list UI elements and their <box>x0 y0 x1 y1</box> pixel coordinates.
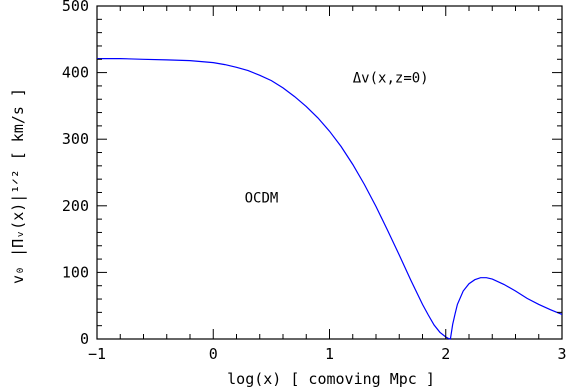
y-tick-label: 500 <box>62 0 89 15</box>
y-tick-label: 400 <box>62 64 89 82</box>
annotation-delta-v: Δv(x,z=0) <box>353 71 429 87</box>
plot-frame <box>96 5 563 340</box>
plot-area <box>96 5 563 340</box>
x-tick-label: 3 <box>557 345 566 363</box>
y-tick-label: 0 <box>80 330 89 348</box>
y-tick-label: 300 <box>62 130 89 148</box>
series-line <box>97 57 563 340</box>
annotations: Δv(x,z=0) OCDM <box>245 71 429 207</box>
x-tick-label: 2 <box>441 345 450 363</box>
annotation-ocdm: OCDM <box>245 190 279 206</box>
x-axis-label: log(x) [ comoving Mpc ] <box>227 370 435 388</box>
y-tick-label: 200 <box>62 197 89 215</box>
x-tick-label: 1 <box>325 345 334 363</box>
axis-ticks <box>96 5 563 340</box>
x-tick-label: 0 <box>209 345 218 363</box>
x-tick-label: −1 <box>88 345 106 363</box>
y-axis-label: v₀ |Πᵥ(x)|¹ᐟ² [ km/s ] <box>9 88 27 284</box>
y-tick-label: 100 <box>62 263 89 281</box>
